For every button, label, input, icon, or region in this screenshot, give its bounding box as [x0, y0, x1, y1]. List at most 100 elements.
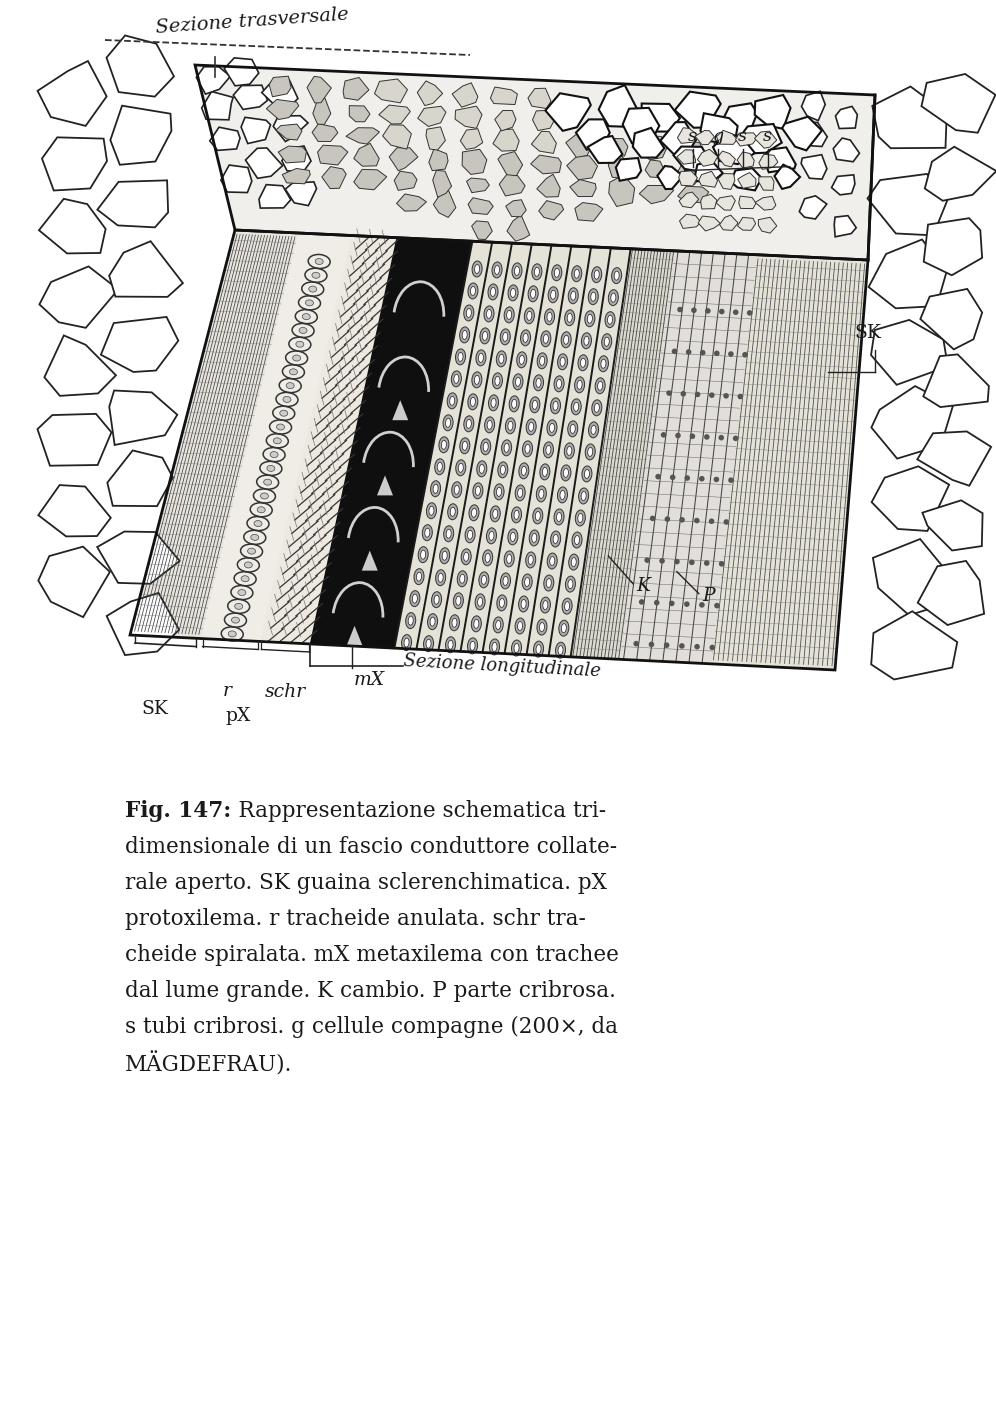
Ellipse shape: [532, 533, 537, 543]
Polygon shape: [210, 127, 240, 151]
Ellipse shape: [526, 419, 536, 435]
Polygon shape: [506, 200, 526, 217]
Ellipse shape: [588, 315, 593, 323]
Polygon shape: [570, 180, 597, 197]
Polygon shape: [599, 86, 637, 127]
Ellipse shape: [547, 420, 557, 436]
Ellipse shape: [422, 524, 432, 540]
Ellipse shape: [556, 643, 566, 658]
Ellipse shape: [464, 553, 469, 561]
Ellipse shape: [550, 423, 555, 432]
Polygon shape: [98, 181, 168, 228]
Circle shape: [675, 433, 681, 439]
Polygon shape: [343, 77, 369, 100]
Text: s: s: [688, 128, 697, 144]
Ellipse shape: [306, 299, 314, 306]
Ellipse shape: [498, 462, 508, 477]
Polygon shape: [673, 147, 710, 171]
Polygon shape: [528, 88, 551, 108]
Ellipse shape: [508, 422, 513, 430]
Circle shape: [671, 349, 677, 355]
Polygon shape: [759, 154, 778, 170]
Ellipse shape: [471, 616, 481, 631]
Polygon shape: [224, 58, 259, 86]
Ellipse shape: [551, 532, 561, 547]
Ellipse shape: [455, 349, 465, 365]
Ellipse shape: [475, 486, 480, 496]
Polygon shape: [616, 158, 641, 181]
Text: SK: SK: [855, 323, 881, 342]
Circle shape: [728, 477, 734, 483]
Ellipse shape: [469, 504, 479, 520]
Polygon shape: [639, 185, 673, 204]
Polygon shape: [660, 123, 696, 155]
Ellipse shape: [536, 644, 541, 654]
Ellipse shape: [273, 437, 281, 443]
Ellipse shape: [591, 292, 596, 301]
Ellipse shape: [515, 485, 525, 500]
Polygon shape: [755, 197, 776, 209]
Polygon shape: [130, 229, 298, 638]
Ellipse shape: [553, 402, 558, 410]
Text: K: K: [636, 577, 650, 596]
Text: mX: mX: [354, 671, 385, 690]
Ellipse shape: [565, 443, 575, 459]
Ellipse shape: [582, 333, 592, 349]
Ellipse shape: [515, 618, 525, 634]
Polygon shape: [718, 174, 735, 190]
Ellipse shape: [575, 269, 580, 278]
Text: s: s: [738, 128, 747, 144]
Ellipse shape: [493, 617, 503, 633]
Polygon shape: [110, 390, 177, 445]
Polygon shape: [736, 133, 757, 147]
Polygon shape: [676, 150, 695, 164]
Polygon shape: [713, 133, 755, 164]
Ellipse shape: [543, 467, 548, 476]
Ellipse shape: [299, 328, 307, 333]
Circle shape: [655, 475, 661, 479]
Circle shape: [713, 476, 719, 482]
Ellipse shape: [522, 574, 532, 590]
Ellipse shape: [500, 329, 510, 345]
Ellipse shape: [426, 503, 436, 519]
Polygon shape: [276, 124, 302, 140]
Polygon shape: [507, 215, 530, 241]
Ellipse shape: [468, 393, 478, 410]
Polygon shape: [872, 319, 948, 385]
Polygon shape: [699, 171, 717, 187]
Ellipse shape: [568, 580, 573, 589]
Ellipse shape: [418, 547, 428, 563]
Polygon shape: [869, 239, 946, 308]
Ellipse shape: [423, 636, 433, 651]
Circle shape: [718, 435, 724, 440]
Ellipse shape: [503, 332, 508, 342]
Polygon shape: [698, 217, 720, 231]
Ellipse shape: [602, 333, 612, 349]
Ellipse shape: [438, 573, 443, 583]
Polygon shape: [377, 476, 393, 496]
Ellipse shape: [264, 479, 272, 484]
Text: P: P: [702, 587, 714, 604]
Ellipse shape: [434, 596, 439, 604]
Ellipse shape: [574, 402, 579, 412]
Ellipse shape: [529, 530, 539, 546]
Circle shape: [719, 561, 724, 567]
Ellipse shape: [470, 286, 475, 295]
Text: dimensionale di un fascio conduttore collate-: dimensionale di un fascio conduttore col…: [125, 836, 618, 858]
Text: s: s: [763, 128, 772, 144]
Ellipse shape: [535, 268, 540, 276]
Ellipse shape: [598, 382, 603, 390]
Ellipse shape: [566, 576, 576, 593]
Polygon shape: [721, 103, 757, 137]
Ellipse shape: [523, 333, 528, 342]
Ellipse shape: [526, 551, 536, 569]
Ellipse shape: [315, 258, 323, 265]
Circle shape: [723, 519, 729, 524]
Ellipse shape: [414, 569, 424, 584]
Ellipse shape: [575, 536, 580, 544]
Ellipse shape: [581, 492, 586, 500]
Ellipse shape: [572, 265, 582, 282]
Polygon shape: [637, 137, 667, 160]
Ellipse shape: [430, 617, 435, 626]
Polygon shape: [350, 105, 370, 121]
